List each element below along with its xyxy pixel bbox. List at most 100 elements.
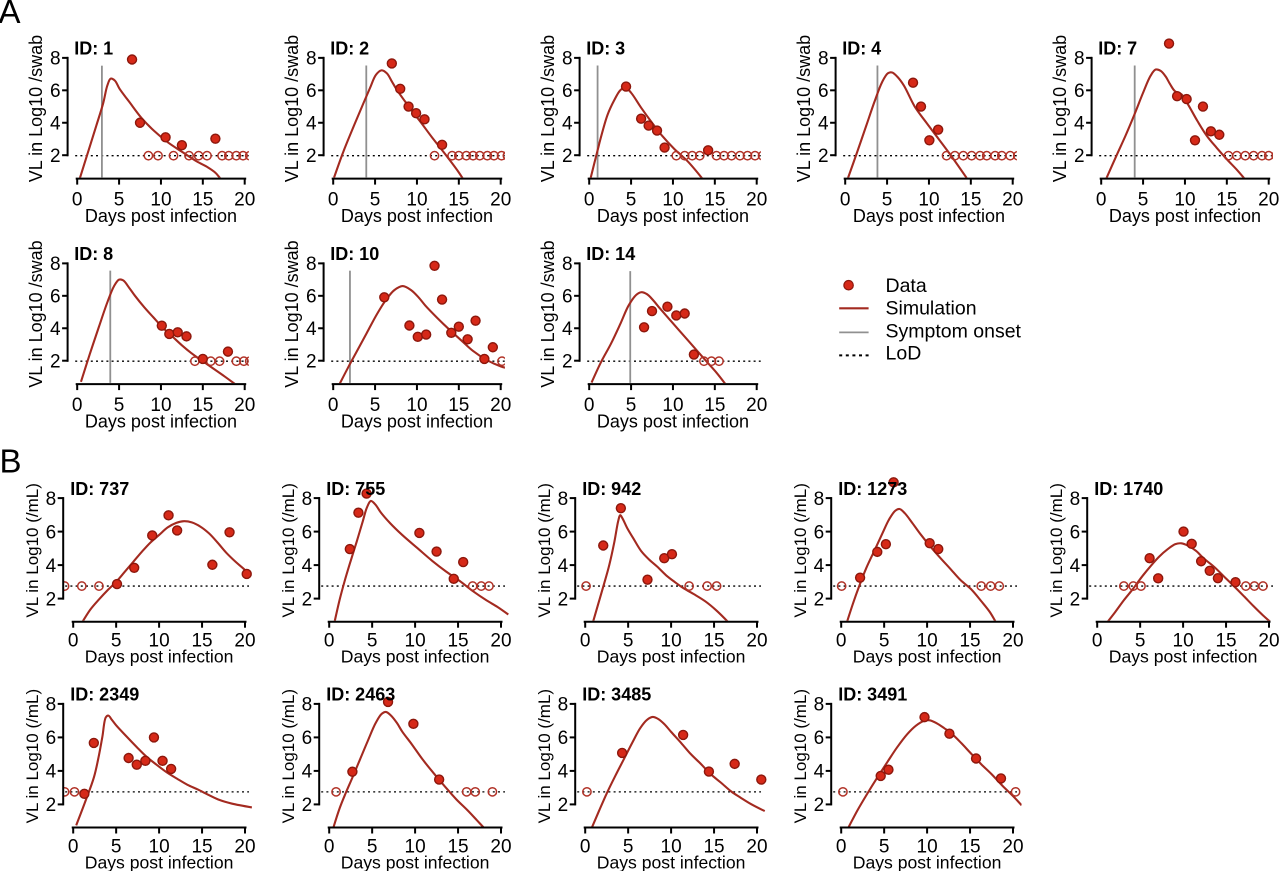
svg-text:0: 0	[836, 631, 847, 652]
svg-text:20: 20	[746, 190, 767, 211]
svg-text:6: 6	[1070, 522, 1081, 543]
svg-text:Days post infection: Days post infection	[853, 647, 1002, 667]
svg-text:Days post infection: Days post infection	[85, 647, 234, 667]
svg-text:2: 2	[1070, 589, 1081, 610]
svg-text:15: 15	[448, 395, 469, 416]
svg-text:Days post infection: Days post infection	[341, 206, 493, 226]
svg-text:20: 20	[1002, 631, 1023, 652]
svg-text:20: 20	[1002, 836, 1023, 857]
svg-text:ID: 3: ID: 3	[586, 39, 625, 59]
svg-text:6: 6	[306, 81, 317, 102]
svg-text:6: 6	[818, 81, 829, 102]
svg-text:ID: 14: ID: 14	[586, 244, 635, 264]
svg-text:4: 4	[558, 762, 569, 783]
svg-text:8: 8	[814, 489, 825, 510]
svg-text:VL in Log10 /swab: VL in Log10 /swab	[26, 35, 46, 182]
svg-text:4: 4	[306, 319, 317, 340]
svg-text:15: 15	[191, 836, 212, 857]
svg-text:15: 15	[192, 190, 213, 211]
svg-text:8: 8	[814, 695, 825, 716]
svg-text:15: 15	[192, 395, 213, 416]
svg-text:Days post infection: Days post infection	[341, 853, 490, 871]
svg-text:8: 8	[46, 489, 57, 510]
svg-text:8: 8	[46, 695, 57, 716]
svg-text:A: A	[0, 0, 21, 30]
svg-text:VL in Log10 /swab: VL in Log10 /swab	[538, 240, 558, 387]
svg-text:20: 20	[234, 836, 255, 857]
svg-text:5: 5	[1138, 190, 1149, 211]
svg-text:VL in Log10 (/mL): VL in Log10 (/mL)	[1047, 483, 1066, 618]
svg-text:20: 20	[490, 190, 511, 211]
svg-text:0: 0	[1092, 631, 1103, 652]
svg-text:2: 2	[302, 795, 313, 816]
svg-text:5: 5	[114, 395, 125, 416]
svg-text:Days post infection: Days post infection	[85, 853, 234, 871]
svg-text:Days post infection: Days post infection	[853, 206, 1005, 226]
svg-text:5: 5	[367, 836, 378, 857]
svg-text:5: 5	[1135, 631, 1146, 652]
svg-text:5: 5	[626, 395, 637, 416]
svg-text:10: 10	[1174, 190, 1195, 211]
svg-text:4: 4	[818, 114, 829, 135]
svg-text:10: 10	[918, 190, 939, 211]
svg-text:15: 15	[959, 836, 980, 857]
svg-text:6: 6	[558, 728, 569, 749]
svg-text:2: 2	[46, 589, 57, 610]
svg-text:15: 15	[191, 631, 212, 652]
svg-text:Days post infection: Days post infection	[853, 853, 1002, 871]
svg-text:VL in Log10 /swab: VL in Log10 /swab	[1050, 35, 1070, 182]
svg-text:8: 8	[558, 489, 569, 510]
svg-text:4: 4	[814, 556, 825, 577]
svg-text:8: 8	[302, 695, 313, 716]
svg-text:15: 15	[959, 631, 980, 652]
svg-text:4: 4	[1074, 114, 1085, 135]
svg-text:2: 2	[50, 352, 61, 373]
svg-text:ID: 1: ID: 1	[74, 39, 113, 59]
svg-text:20: 20	[490, 395, 511, 416]
svg-text:VL in Log10 (/mL): VL in Log10 (/mL)	[23, 689, 42, 824]
svg-text:4: 4	[46, 556, 57, 577]
svg-text:5: 5	[882, 190, 893, 211]
svg-text:15: 15	[447, 836, 468, 857]
svg-text:6: 6	[814, 522, 825, 543]
svg-text:ID: 942: ID: 942	[582, 479, 641, 499]
svg-text:ID: 2349: ID: 2349	[70, 685, 139, 705]
svg-text:VL in Log10 (/mL): VL in Log10 (/mL)	[791, 689, 810, 824]
svg-text:Days post infection: Days post infection	[597, 411, 749, 431]
svg-text:4: 4	[306, 114, 317, 135]
svg-text:0: 0	[324, 631, 335, 652]
svg-text:4: 4	[558, 556, 569, 577]
svg-text:15: 15	[704, 190, 725, 211]
svg-text:2: 2	[50, 146, 61, 167]
svg-text:2: 2	[46, 795, 57, 816]
svg-text:10: 10	[917, 631, 938, 652]
svg-text:8: 8	[50, 49, 61, 70]
svg-text:6: 6	[302, 522, 313, 543]
svg-text:15: 15	[703, 836, 724, 857]
svg-text:VL in Log10 /swab: VL in Log10 /swab	[794, 35, 814, 182]
svg-text:10: 10	[406, 190, 427, 211]
svg-text:0: 0	[840, 190, 851, 211]
svg-text:10: 10	[406, 395, 427, 416]
svg-text:0: 0	[328, 395, 339, 416]
svg-text:ID: 1740: ID: 1740	[1094, 479, 1163, 499]
svg-text:10: 10	[661, 836, 682, 857]
svg-text:VL in Log10 (/mL): VL in Log10 (/mL)	[23, 483, 42, 618]
svg-text:8: 8	[558, 695, 569, 716]
svg-text:2: 2	[306, 352, 317, 373]
svg-text:0: 0	[584, 395, 595, 416]
svg-text:15: 15	[703, 631, 724, 652]
svg-text:VL in Log10 (/mL): VL in Log10 (/mL)	[279, 689, 298, 824]
svg-text:5: 5	[623, 631, 634, 652]
svg-text:4: 4	[50, 319, 61, 340]
svg-text:6: 6	[306, 287, 317, 308]
svg-text:2: 2	[562, 352, 573, 373]
svg-text:2: 2	[1074, 146, 1085, 167]
svg-text:10: 10	[405, 631, 426, 652]
svg-text:6: 6	[558, 522, 569, 543]
svg-text:20: 20	[1002, 190, 1023, 211]
svg-text:6: 6	[46, 522, 57, 543]
svg-text:2: 2	[818, 146, 829, 167]
svg-text:20: 20	[234, 190, 255, 211]
svg-text:10: 10	[149, 631, 170, 652]
